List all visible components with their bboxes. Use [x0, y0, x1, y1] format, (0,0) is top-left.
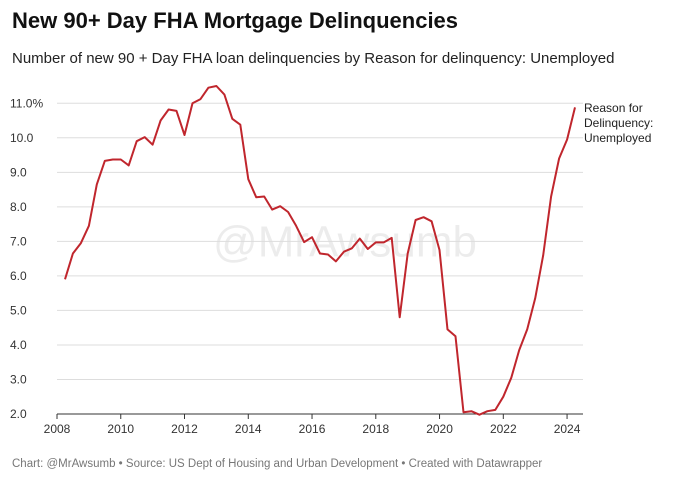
legend-label: Reason for Delinquency: Unemployed [584, 101, 654, 145]
x-tick-label: 2018 [362, 422, 389, 436]
x-tick-label: 2012 [171, 422, 198, 436]
y-tick-label: 11.0% [10, 96, 43, 110]
x-tick-label: 2008 [44, 422, 71, 436]
x-tick-label: 2022 [490, 422, 517, 436]
y-tick-label: 6.0 [10, 269, 27, 283]
y-tick-label: 10.0 [10, 131, 34, 145]
y-tick-label: 2.0 [10, 407, 27, 421]
chart-title: New 90+ Day FHA Mortgage Delinquencies [12, 8, 459, 33]
footer: Chart: @MrAwsumb • Source: US Dept of Ho… [12, 458, 543, 470]
y-tick-label: 8.0 [10, 200, 27, 214]
y-tick-label: 7.0 [10, 234, 27, 248]
x-tick-label: 2024 [554, 422, 581, 436]
x-tick-label: 2020 [426, 422, 453, 436]
chart-subtitle: Number of new 90 + Day FHA loan delinque… [12, 50, 615, 67]
y-tick-label: 4.0 [10, 338, 27, 352]
data-line [64, 85, 576, 416]
y-tick-label: 5.0 [10, 303, 27, 317]
x-tick-label: 2010 [107, 422, 134, 436]
y-tick-label: 3.0 [10, 372, 27, 386]
x-tick-label: 2016 [299, 422, 326, 436]
y-tick-label: 9.0 [10, 165, 27, 179]
x-tick-label: 2014 [235, 422, 262, 436]
